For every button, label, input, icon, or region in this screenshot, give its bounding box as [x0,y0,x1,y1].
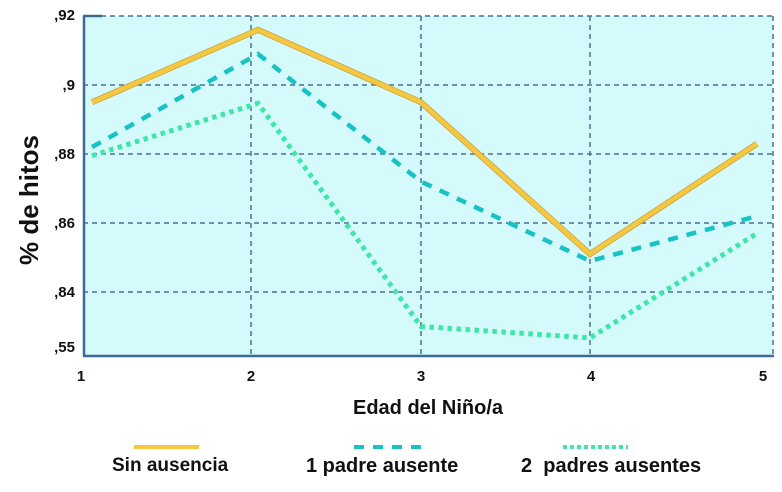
x-tick-label: 5 [759,368,767,385]
y-tick-label: ,84 [54,284,76,301]
legend-swatch-dotted [563,445,628,449]
x-tick-label: 3 [417,368,425,385]
y-tick-label: ,92 [54,7,75,24]
legend: Sin ausencia 1 padre ausente 2 padres au… [0,438,782,492]
series-line-sin-ausencia [91,27,759,257]
legend-swatch-dashed [354,445,422,449]
series-line-2-padres-ausentes [91,100,759,341]
y-tick-label: ,9 [62,77,75,94]
y-tick-label: ,88 [54,146,75,163]
series-lines [90,26,759,341]
y-tick-label: ,55 [54,339,75,356]
legend-label: 1 padre ausente [306,455,459,477]
x-tick-label: 1 [77,368,85,385]
x-tick-label: 4 [587,368,596,385]
x-axis-title: Edad del Niño/a [353,397,504,419]
legend-label: 2 padres ausentes [521,455,702,477]
x-axis-tick-labels: 1 2 3 4 5 [77,368,767,385]
y-tick-label: ,86 [54,215,75,232]
legend-label: Sin ausencia [112,455,229,476]
y-axis-tick-labels: ,92 ,9 ,88 ,86 ,84 ,55 [54,7,76,356]
y-axis-title: % de hitos [14,135,44,265]
x-tick-label: 2 [247,368,255,385]
legend-swatch-solid [134,445,199,449]
gridlines [83,15,774,355]
